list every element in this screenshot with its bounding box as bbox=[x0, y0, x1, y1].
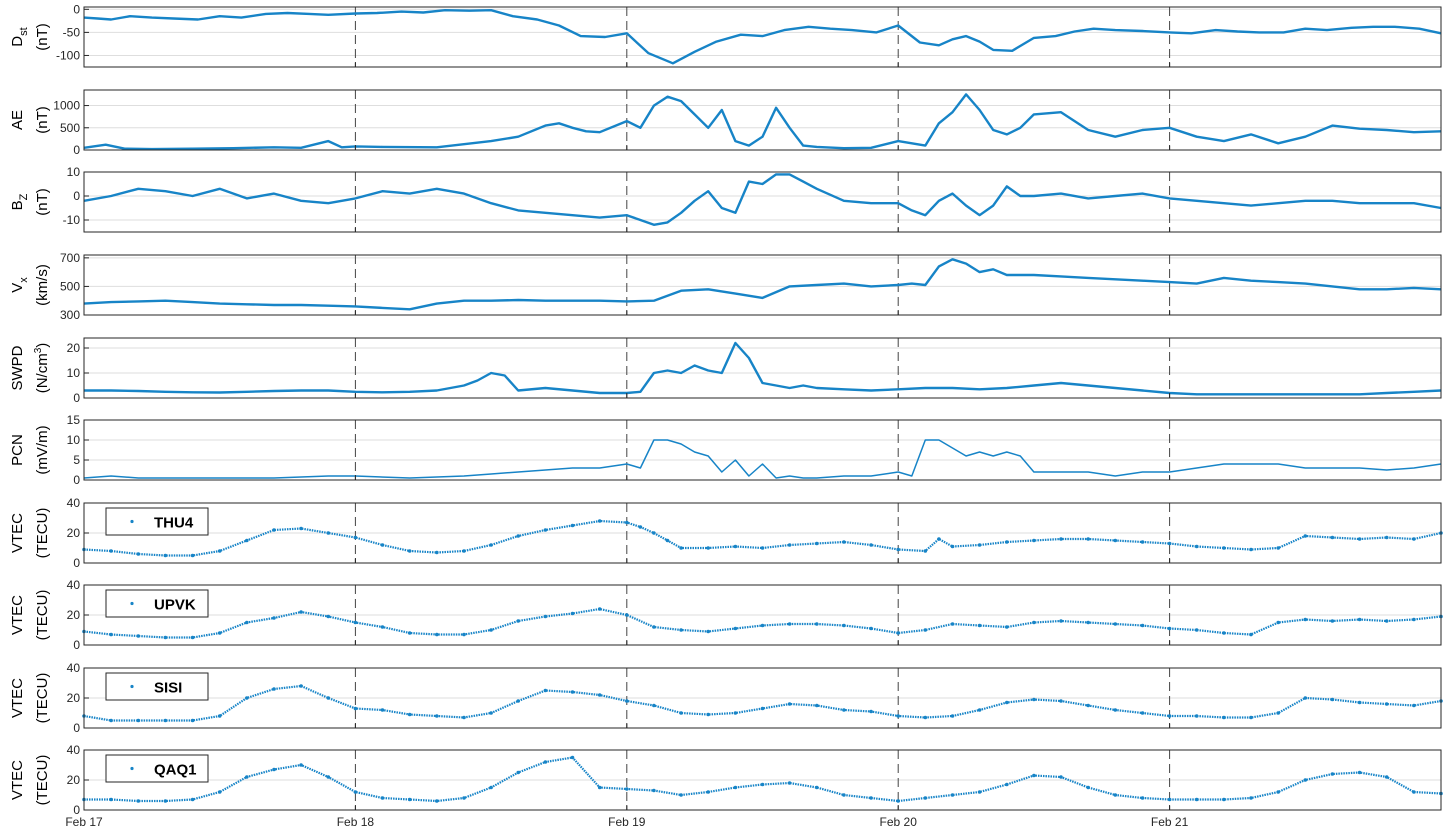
legend-label: SISI bbox=[154, 680, 182, 697]
y-tick-label: 0 bbox=[73, 473, 80, 487]
axes-box bbox=[83, 89, 1442, 151]
y-axis-label: SWPD bbox=[9, 345, 26, 390]
y-axis-label: Vx bbox=[9, 277, 30, 293]
y-tick-label: 10 bbox=[67, 165, 81, 179]
axes-box bbox=[83, 6, 1442, 68]
y-axis-unit: (TECU) bbox=[34, 755, 51, 806]
y-tick-label: 0 bbox=[73, 721, 80, 735]
y-tick-label: 300 bbox=[60, 308, 80, 322]
y-tick-label: 0 bbox=[73, 638, 80, 652]
y-axis-label: VTEC bbox=[9, 678, 26, 718]
y-tick-label: 500 bbox=[60, 121, 80, 135]
y-axis-label: PCN bbox=[9, 434, 26, 466]
legend-label: THU4 bbox=[154, 515, 194, 532]
y-tick-label: -100 bbox=[56, 48, 80, 62]
y-tick-label: 20 bbox=[67, 691, 81, 705]
x-tick-label: Feb 19 bbox=[608, 815, 646, 829]
legend-marker bbox=[130, 684, 134, 689]
legend-box bbox=[105, 672, 209, 701]
y-axis-unit: (nT) bbox=[34, 188, 51, 216]
series-line bbox=[83, 8, 1442, 65]
y-axis-unit: (N/cm3) bbox=[33, 343, 51, 394]
series-line bbox=[83, 173, 1442, 227]
y-axis-unit: (km/s) bbox=[34, 264, 51, 306]
legend-marker bbox=[130, 766, 134, 771]
data-trace bbox=[83, 607, 1442, 639]
y-axis-unit: (mV/m) bbox=[34, 425, 51, 474]
legend-box bbox=[105, 754, 209, 783]
y-axis-unit: (nT) bbox=[34, 106, 51, 134]
y-axis-unit: (TECU) bbox=[34, 590, 51, 641]
y-tick-label: 40 bbox=[67, 496, 81, 510]
y-tick-label: 20 bbox=[67, 341, 81, 355]
y-tick-label: 0 bbox=[73, 143, 80, 157]
y-tick-label: 0 bbox=[73, 189, 80, 203]
y-tick-label: 5 bbox=[73, 453, 80, 467]
y-axis-unit: (TECU) bbox=[34, 508, 51, 559]
series-line bbox=[83, 93, 1442, 151]
axes-box bbox=[83, 254, 1442, 316]
data-trace bbox=[84, 756, 1442, 803]
y-axis-label: BZ bbox=[9, 193, 30, 210]
y-axis-label: VTEC bbox=[9, 513, 26, 553]
y-tick-label: 15 bbox=[67, 413, 81, 427]
x-tick-label: Feb 17 bbox=[65, 815, 103, 829]
y-tick-label: 10 bbox=[67, 433, 81, 447]
legend-label: UPVK bbox=[154, 597, 196, 614]
y-tick-label: 0 bbox=[73, 2, 80, 16]
y-tick-label: 0 bbox=[73, 391, 80, 405]
y-tick-label: 500 bbox=[60, 279, 80, 293]
legend-label: QAQ1 bbox=[154, 762, 197, 779]
y-tick-label: 0 bbox=[73, 803, 80, 817]
y-axis-label: VTEC bbox=[9, 595, 26, 635]
y-tick-label: 40 bbox=[67, 661, 81, 675]
x-tick-label: Feb 18 bbox=[337, 815, 375, 829]
y-axis-label: VTEC bbox=[9, 760, 26, 800]
axes-box bbox=[83, 337, 1442, 399]
y-tick-label: -50 bbox=[63, 25, 81, 39]
legend-marker bbox=[130, 601, 134, 606]
y-tick-label: 10 bbox=[67, 366, 81, 380]
y-tick-label: 20 bbox=[67, 526, 81, 540]
y-tick-label: 40 bbox=[67, 578, 81, 592]
y-axis-label: AE bbox=[9, 110, 26, 130]
y-tick-label: 1000 bbox=[53, 99, 80, 113]
x-tick-label: Feb 21 bbox=[1151, 815, 1189, 829]
y-tick-label: 20 bbox=[67, 608, 81, 622]
data-trace bbox=[83, 519, 1442, 557]
series-line bbox=[83, 439, 1442, 479]
data-trace bbox=[83, 684, 1442, 722]
y-tick-label: 0 bbox=[73, 556, 80, 570]
y-tick-label: 40 bbox=[67, 743, 81, 757]
y-axis-unit: (TECU) bbox=[34, 673, 51, 724]
series-line bbox=[84, 341, 1442, 396]
series-line bbox=[83, 258, 1442, 311]
legend-marker bbox=[130, 519, 134, 524]
y-tick-label: -10 bbox=[63, 213, 81, 227]
x-tick-label: Feb 20 bbox=[880, 815, 918, 829]
axes-box bbox=[83, 171, 1442, 233]
axes-box bbox=[83, 419, 1442, 481]
legend-box bbox=[105, 589, 209, 618]
y-axis-unit: (nT) bbox=[34, 23, 51, 51]
legend-box bbox=[105, 507, 209, 536]
y-tick-label: 20 bbox=[67, 773, 81, 787]
y-tick-label: 700 bbox=[60, 251, 80, 265]
y-axis-label: Dst bbox=[9, 27, 30, 46]
